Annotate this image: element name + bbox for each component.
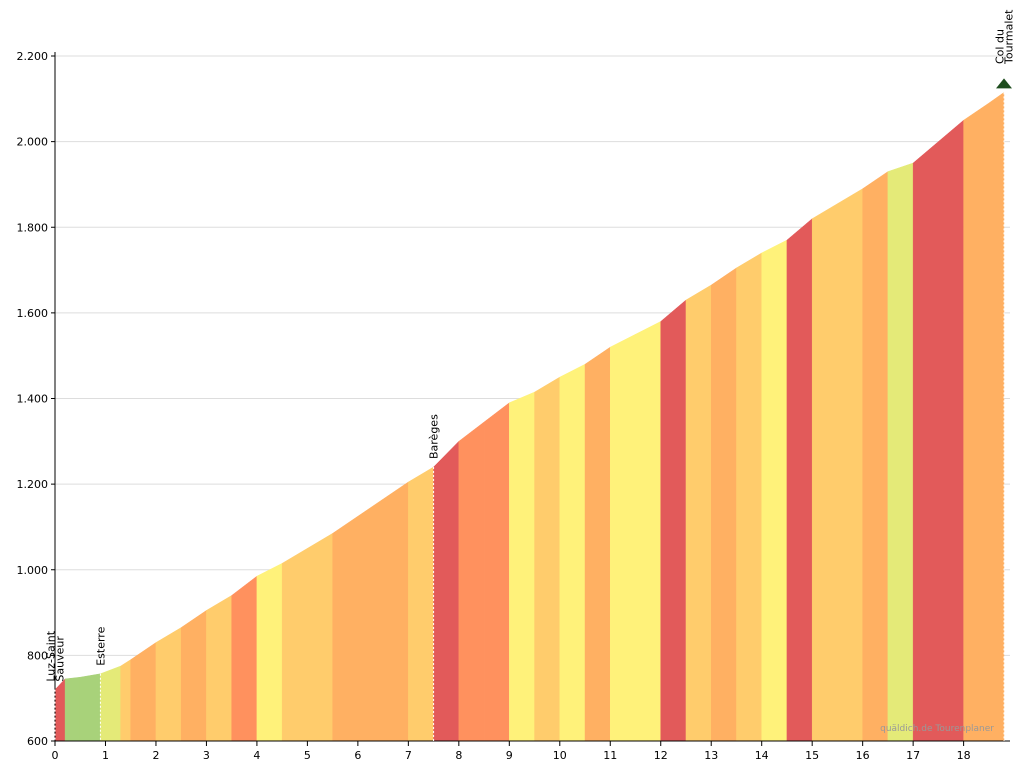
x-tick-label: 5	[304, 749, 311, 762]
profile-segment	[509, 391, 535, 742]
x-tick-label: 6	[354, 749, 361, 762]
waypoint-label: Sauveur	[54, 636, 67, 682]
profile-segment	[811, 203, 838, 742]
profile-segment	[837, 188, 863, 742]
profile-segment	[54, 678, 66, 742]
profile-segment	[332, 515, 359, 742]
watermark: quäldich.de Tourenplaner	[880, 724, 994, 734]
y-tick-label: 600	[27, 735, 48, 748]
y-tick-label: 1.000	[17, 564, 49, 577]
profile-segment	[736, 252, 762, 742]
waypoint-label: Barèges	[428, 414, 441, 459]
profile-segment	[912, 141, 939, 742]
profile-segment	[231, 575, 258, 742]
profile-segment	[120, 659, 131, 742]
waypoint-label: Esterre	[94, 626, 107, 665]
profile-segment	[988, 91, 1005, 742]
x-tick-label: 12	[654, 749, 668, 762]
x-tick-label: 4	[253, 749, 260, 762]
y-tick-label: 1.800	[17, 221, 49, 234]
y-tick-label: 1.400	[17, 393, 49, 406]
profile-segment	[155, 627, 182, 742]
profile-segment	[483, 402, 510, 742]
waypoint-label: Col du	[994, 29, 1007, 64]
profile-segment	[963, 102, 990, 742]
x-tick-label: 10	[553, 749, 567, 762]
profile-segment	[180, 609, 207, 742]
profile-segment	[64, 676, 81, 742]
profile-segment	[786, 218, 813, 742]
waypoint-label: Luz-Saint	[45, 630, 58, 681]
profile-segment	[534, 376, 561, 742]
profile-segment	[130, 642, 157, 742]
profile-segment	[100, 665, 121, 742]
y-tick-label: 1.200	[17, 478, 49, 491]
x-tick-label: 17	[906, 749, 920, 762]
profile-segment	[938, 119, 964, 742]
x-tick-label: 0	[52, 749, 59, 762]
x-tick-label: 8	[455, 749, 462, 762]
x-tick-label: 11	[603, 749, 617, 762]
profile-segment	[685, 284, 712, 742]
y-tick-label: 1.600	[17, 307, 49, 320]
profile-segment	[610, 333, 636, 742]
profile-segment	[584, 346, 611, 742]
profile-segment	[559, 363, 586, 742]
profile-segment	[433, 440, 460, 742]
x-tick-label: 18	[957, 749, 971, 762]
y-tick-label: 800	[27, 649, 48, 662]
waypoint-label: Tourmalet	[1003, 9, 1016, 65]
y-tick-label: 2.200	[17, 50, 49, 63]
profile-segment	[458, 421, 485, 742]
x-tick-label: 16	[856, 749, 870, 762]
profile-segment	[887, 162, 914, 742]
profile-segment	[862, 171, 889, 742]
profile-segment	[357, 498, 384, 742]
profile-segment	[761, 239, 788, 742]
summit-icon	[996, 78, 1012, 89]
profile-segment	[710, 267, 737, 742]
profile-segment	[281, 547, 308, 742]
x-tick-label: 1	[102, 749, 109, 762]
x-tick-label: 9	[506, 749, 513, 762]
profile-segment	[382, 481, 409, 742]
profile-segment	[660, 299, 687, 742]
x-tick-label: 2	[152, 749, 159, 762]
profile-segment	[206, 594, 232, 742]
x-tick-label: 14	[755, 749, 769, 762]
x-tick-label: 3	[203, 749, 210, 762]
x-tick-label: 15	[805, 749, 819, 762]
profile-segment	[408, 466, 434, 742]
y-tick-label: 2.000	[17, 136, 49, 149]
profile-segment	[635, 321, 661, 742]
profile-segment	[256, 562, 283, 742]
profile-segment	[79, 673, 101, 742]
x-tick-label: 13	[704, 749, 718, 762]
x-tick-label: 7	[405, 749, 412, 762]
profile-segment	[307, 532, 333, 742]
